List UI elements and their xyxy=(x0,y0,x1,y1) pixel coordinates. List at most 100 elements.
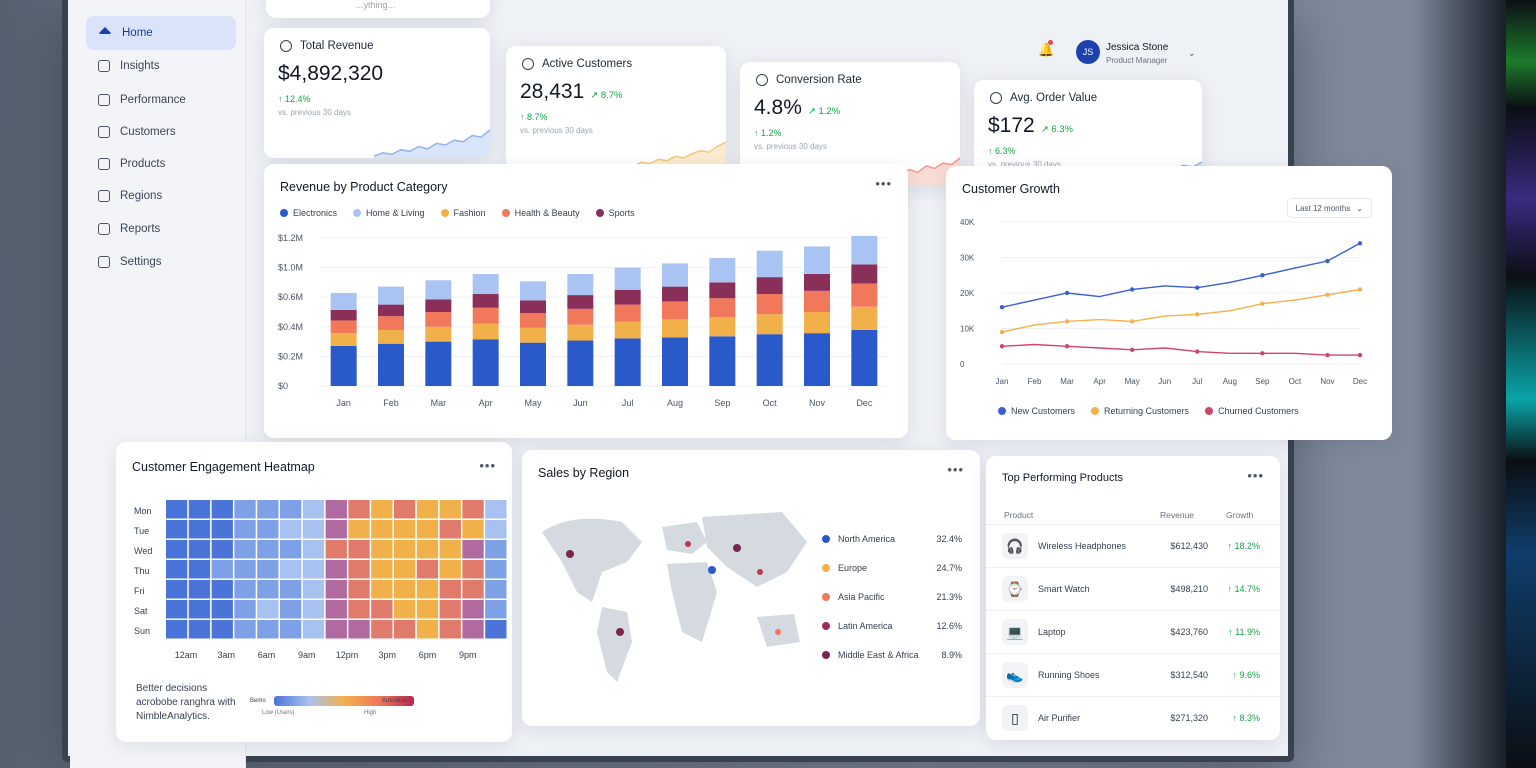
sidebar-item-performance[interactable]: Performance xyxy=(86,83,236,117)
col-header-revenue: Revenue xyxy=(1160,510,1195,520)
bar-segment-home-living-nov xyxy=(804,246,830,274)
bar-segment-home-living-jun xyxy=(567,273,594,296)
search-bar[interactable]: ...ything... xyxy=(266,0,490,18)
product-name: Wireless Headphones xyxy=(1038,541,1127,551)
x-tick-label: Oct xyxy=(1289,377,1302,386)
region-dot xyxy=(822,535,830,543)
product-revenue: $271,320 xyxy=(1170,713,1208,723)
region-dot xyxy=(822,651,830,659)
sidebar-item-label: Insights xyxy=(120,60,160,72)
heatmap-cell xyxy=(257,520,279,539)
heatmap-cell xyxy=(348,620,370,639)
product-growth: ↑ 14.7% xyxy=(1227,584,1260,594)
product-row[interactable]: 👟 Running Shoes $312,540 ↑ 9.6% xyxy=(986,653,1280,695)
legend-dot xyxy=(998,407,1006,415)
series-point xyxy=(1064,319,1070,324)
revenue-by-category-card: Revenue by Product Category ••• Electron… xyxy=(264,164,908,438)
bar-segment-fashion-dec xyxy=(851,306,878,330)
more-options-icon[interactable]: ••• xyxy=(1247,468,1264,483)
heatmap-cell xyxy=(394,560,416,579)
product-name: Smart Watch xyxy=(1038,584,1090,594)
bar-segment-home-living-oct xyxy=(756,250,783,278)
series-point xyxy=(1357,287,1363,292)
product-row[interactable]: ▯ Air Purifier $271,320 ↑ 8.3% xyxy=(986,696,1280,738)
bar-segment-health-beauty-apr xyxy=(472,307,499,324)
bar-segment-electronics-mar xyxy=(425,341,452,386)
legend-item[interactable]: Returning Customers xyxy=(1091,406,1189,416)
sidebar-item-reports[interactable]: Reports xyxy=(86,212,236,246)
heatmap-cell xyxy=(257,500,279,519)
heatmap-cell xyxy=(302,620,325,639)
series-line-churned-customers xyxy=(1001,343,1360,356)
heatmap-cell xyxy=(325,560,347,579)
more-options-icon[interactable]: ••• xyxy=(875,176,892,191)
heatmap-cell xyxy=(325,600,347,619)
avatar[interactable]: JS xyxy=(1076,40,1100,64)
heatmap-cell xyxy=(166,580,188,599)
product-row[interactable]: 🎧 Wireless Headphones $612,430 ↑ 18.2% xyxy=(986,524,1280,566)
insights-icon xyxy=(98,60,110,72)
legend-item[interactable]: Churned Customers xyxy=(1205,406,1299,416)
heatmap-cell xyxy=(257,580,279,599)
kpi-subtitle: vs. previous 30 days xyxy=(988,160,1061,169)
series-point xyxy=(1129,287,1135,292)
bar-segment-health-beauty-dec xyxy=(851,283,878,307)
legend-item[interactable]: Health & Beauty xyxy=(501,208,580,218)
kpi-sparkline-area xyxy=(374,130,490,158)
range-dropdown[interactable]: Last 12 months ⌄ xyxy=(1286,198,1372,218)
x-tick-label: Jul xyxy=(1192,377,1202,386)
heatmap-cell xyxy=(166,500,188,519)
user-name: Jessica Stone xyxy=(1106,42,1169,53)
bar-segment-fashion-jul xyxy=(614,321,641,339)
legend-item[interactable]: New Customers xyxy=(998,406,1075,416)
heatmap-cell xyxy=(211,500,233,519)
sidebar-item-products[interactable]: Products xyxy=(86,147,236,181)
sidebar-item-regions[interactable]: Regions xyxy=(86,179,236,213)
kpi-card-active-customers[interactable]: Active Customers 28,431 ↗ 8.7% ↑ 8.7% vs. pr… xyxy=(506,46,726,170)
heatmap-cell xyxy=(462,520,484,539)
kpi-card-total-revenue[interactable]: Total Revenue $4,892,320 ↑ 12.4% vs. previo… xyxy=(264,28,490,158)
kpi-title: Total Revenue xyxy=(280,40,374,52)
heatmap-cell xyxy=(257,620,279,639)
series-point xyxy=(1260,301,1265,306)
sidebar-item-customers[interactable]: Customers xyxy=(86,115,236,149)
heatmap-cell xyxy=(211,560,233,579)
legend-label: Fashion xyxy=(453,208,486,218)
chevron-down-icon[interactable]: ⌄ xyxy=(1188,48,1196,58)
kpi-delta: ↑ 1.2% xyxy=(754,128,782,138)
header-user-area: 🔔 JS Jessica Stone Product Manager ⌄ xyxy=(1036,38,1206,74)
heatmap-cell xyxy=(485,520,507,539)
region-row[interactable]: Middle East & Africa 8.9% xyxy=(822,650,962,660)
sidebar-item-insights[interactable]: Insights xyxy=(86,49,236,83)
region-row[interactable]: Asia Pacific 21.3% xyxy=(822,592,962,602)
kpi-title: Conversion Rate xyxy=(756,74,862,86)
bell-icon[interactable]: 🔔 xyxy=(1038,42,1055,57)
region-row[interactable]: Europe 24.7% xyxy=(822,563,962,573)
heatmap-scale-left: Bemo xyxy=(250,698,266,704)
heatmap-cell xyxy=(257,600,279,619)
legend-item[interactable]: Home & Living xyxy=(353,208,425,218)
sidebar-item-home[interactable]: Home xyxy=(86,16,236,50)
series-point xyxy=(1129,319,1135,324)
chevron-down-icon: ⌄ xyxy=(1356,203,1363,213)
legend-item[interactable]: Sports xyxy=(595,208,635,218)
x-tick-label: Nov xyxy=(809,398,826,408)
more-options-icon[interactable]: ••• xyxy=(479,458,496,473)
series-point xyxy=(1357,241,1363,246)
region-row[interactable]: North America 32.4% xyxy=(822,534,962,544)
legend-label: Health & Beauty xyxy=(514,208,580,218)
heatmap-cell xyxy=(416,500,439,519)
product-row[interactable]: ⌚ Smart Watch $498,210 ↑ 14.7% xyxy=(986,567,1280,609)
product-row[interactable]: 💻 Laptop $423,760 ↑ 11.9% xyxy=(986,610,1280,652)
heatmap-col-label: 6am xyxy=(258,650,276,660)
region-row[interactable]: Latin America 12.6% xyxy=(822,621,962,631)
legend-item[interactable]: Fashion xyxy=(440,208,486,218)
bar-segment-home-living-feb xyxy=(378,286,404,305)
more-options-icon[interactable]: ••• xyxy=(947,462,964,477)
heatmap-cell xyxy=(302,600,325,619)
heatmap-cell xyxy=(280,500,302,519)
bar-segment-sports-mar xyxy=(425,299,452,312)
legend-item[interactable]: Electronics xyxy=(280,208,337,218)
heatmap-cell xyxy=(371,520,393,539)
sidebar-item-settings[interactable]: Settings xyxy=(86,245,236,279)
